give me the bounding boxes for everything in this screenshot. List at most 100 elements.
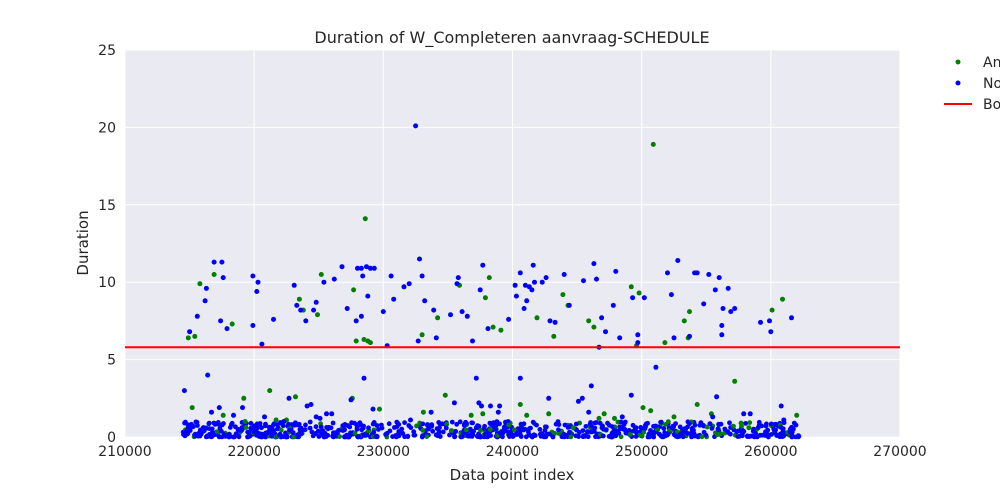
band-point xyxy=(552,430,557,436)
band-point xyxy=(752,434,757,440)
y-tick-label: 0 xyxy=(107,430,116,446)
point-no xyxy=(231,412,236,418)
band-point xyxy=(283,430,288,436)
point-no xyxy=(419,273,425,279)
point-an xyxy=(794,412,800,418)
band-point xyxy=(796,433,802,439)
data-points xyxy=(181,123,800,437)
band-point xyxy=(537,427,543,432)
point-no xyxy=(187,329,193,335)
point-an xyxy=(242,419,248,424)
point-an xyxy=(498,327,504,333)
point-no xyxy=(451,400,457,406)
point-no xyxy=(401,284,407,290)
y-tick-label: 15 xyxy=(98,198,116,214)
y-tick-label: 25 xyxy=(98,43,116,59)
point-no xyxy=(539,279,545,285)
point-no xyxy=(732,306,738,311)
point-no xyxy=(495,409,501,415)
band-point xyxy=(219,422,225,428)
band-point xyxy=(682,426,688,432)
point-no xyxy=(218,318,224,324)
point-an xyxy=(468,412,474,418)
band-point xyxy=(439,421,445,427)
band-point xyxy=(707,421,713,427)
band-point xyxy=(759,423,765,429)
band-point xyxy=(315,428,321,434)
band-point xyxy=(661,426,667,431)
point-an xyxy=(377,406,382,412)
point-no xyxy=(719,323,725,328)
band-point xyxy=(526,432,532,438)
band-point xyxy=(394,424,400,430)
band-point xyxy=(247,434,252,439)
band-point xyxy=(201,425,206,430)
point-no xyxy=(613,268,619,274)
point-no xyxy=(521,306,527,311)
point-no xyxy=(428,409,434,415)
point-no xyxy=(255,279,261,285)
point-no xyxy=(675,258,681,263)
band-point xyxy=(588,420,593,425)
point-no xyxy=(321,279,327,285)
band-point xyxy=(345,423,350,428)
point-an xyxy=(648,408,654,414)
band-point xyxy=(763,429,768,435)
band-point xyxy=(622,419,628,425)
band-point xyxy=(454,421,460,427)
point-an xyxy=(420,409,426,415)
point-no xyxy=(313,299,319,305)
point-an xyxy=(480,411,486,417)
point-no xyxy=(668,292,674,298)
y-axis-label: Duration xyxy=(74,210,92,275)
band-point xyxy=(482,434,488,440)
point-an xyxy=(586,318,592,324)
band-point xyxy=(361,423,366,429)
point-no xyxy=(530,262,536,268)
band-point xyxy=(585,429,590,435)
y-tick-label: 10 xyxy=(98,275,116,291)
band-point xyxy=(229,420,235,426)
point-no xyxy=(725,285,731,291)
point-an xyxy=(662,340,668,346)
y-tick-label: 20 xyxy=(98,120,116,136)
band-point xyxy=(354,426,360,432)
point-an xyxy=(687,309,692,315)
band-point xyxy=(342,427,347,433)
band-point xyxy=(420,433,426,438)
point-no xyxy=(599,315,605,321)
point-no xyxy=(422,298,428,304)
band-point xyxy=(568,434,574,440)
band-point xyxy=(371,420,377,425)
point-no xyxy=(630,295,636,301)
point-an xyxy=(353,338,359,344)
point-no xyxy=(470,338,475,344)
point-no xyxy=(259,341,265,347)
band-point xyxy=(356,434,362,439)
point-no xyxy=(415,338,421,344)
point-no xyxy=(477,287,483,293)
band-point xyxy=(429,422,435,428)
band-point xyxy=(475,424,481,429)
point-no xyxy=(413,123,419,129)
band-point xyxy=(663,422,669,427)
band-point xyxy=(791,420,797,426)
point-an xyxy=(267,388,273,394)
band-point xyxy=(420,428,426,433)
band-point xyxy=(296,421,302,427)
band-point xyxy=(467,426,473,432)
point-no xyxy=(561,272,567,277)
band-point xyxy=(437,425,442,431)
point-no xyxy=(360,273,366,279)
point-an xyxy=(671,414,677,420)
point-no xyxy=(433,335,439,341)
band-point xyxy=(740,431,745,437)
band-point xyxy=(764,433,770,438)
band-point xyxy=(383,432,388,437)
band-point xyxy=(469,420,475,426)
band-point xyxy=(790,425,795,431)
band-point xyxy=(727,420,732,426)
point-no xyxy=(348,397,354,403)
point-no xyxy=(579,395,585,401)
band-point xyxy=(591,428,597,434)
